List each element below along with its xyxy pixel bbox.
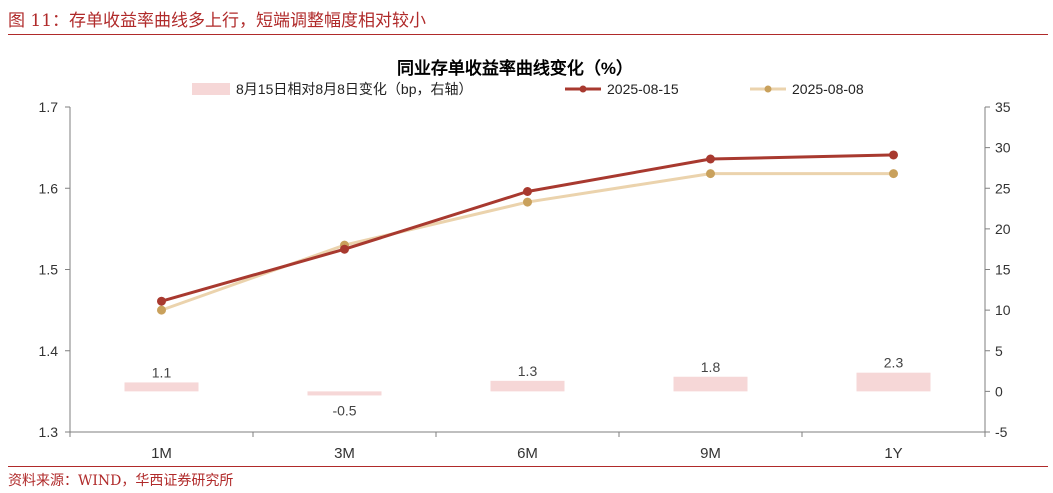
x-tick-label: 6M bbox=[517, 445, 538, 462]
legend-marker-0808 bbox=[764, 85, 772, 93]
bar-labels: 1.1 -0.5 1.3 1.8 2.3 bbox=[152, 355, 904, 419]
figure-source: 资料来源：WIND，华西证券研究所 bbox=[8, 473, 234, 489]
legend-label-0815: 2025-08-15 bbox=[607, 81, 679, 97]
legend-label-bar: 8月15日相对8月8日变化（bp，右轴） bbox=[236, 81, 473, 97]
y-left-tick-label: 1.3 bbox=[39, 424, 59, 440]
bar bbox=[490, 380, 565, 392]
y-right-tick-label: 0 bbox=[995, 383, 1003, 399]
series-point-0808 bbox=[889, 169, 898, 179]
bar-data-label: 1.3 bbox=[518, 363, 538, 379]
series-line-0815 bbox=[161, 153, 894, 303]
series-point-0815 bbox=[889, 150, 898, 160]
chart-container: 同业存单收益率曲线变化（%） 8月15日相对8月8日变化（bp，右轴） 2025… bbox=[0, 36, 1053, 464]
chart-svg: 同业存单收益率曲线变化（%） 8月15日相对8月8日变化（bp，右轴） 2025… bbox=[39, 58, 1011, 462]
bar-series bbox=[124, 372, 931, 396]
bar bbox=[124, 382, 199, 392]
y-left-tick-label: 1.7 bbox=[39, 99, 59, 115]
series-point-0808 bbox=[157, 305, 166, 315]
series-point-0815 bbox=[157, 296, 166, 306]
y-left-tick-label: 1.6 bbox=[39, 180, 59, 196]
y-right-tick-label: 5 bbox=[995, 343, 1003, 359]
y-right-tick-label: 25 bbox=[995, 180, 1011, 196]
bottom-divider bbox=[8, 466, 1048, 467]
bar bbox=[673, 376, 748, 392]
legend-label-0808: 2025-08-08 bbox=[792, 81, 864, 97]
y-right-tick-label: 10 bbox=[995, 302, 1011, 318]
series-point-0808 bbox=[523, 197, 532, 207]
y-right-tick-label: 30 bbox=[995, 140, 1011, 156]
y-left-tick-label: 1.4 bbox=[39, 343, 59, 359]
series-point-0808 bbox=[706, 169, 715, 179]
axes: 1.3 1.4 1.5 1.6 1.7 -5 0 5 10 15 20 25 30 35 1M 3M 6M 9M 1… bbox=[39, 99, 1011, 462]
chart-title: 同业存单收益率曲线变化（%） bbox=[397, 58, 633, 78]
series-point-0815 bbox=[340, 244, 349, 254]
series-point-0815 bbox=[706, 154, 715, 164]
bar bbox=[307, 391, 382, 396]
bar-data-label: -0.5 bbox=[332, 402, 356, 418]
bar-data-label: 1.8 bbox=[701, 359, 721, 375]
y-right-tick-label: -5 bbox=[995, 424, 1008, 440]
line-series bbox=[157, 150, 898, 315]
x-tick-label: 3M bbox=[334, 445, 355, 462]
y-left-tick-label: 1.5 bbox=[39, 262, 59, 278]
y-right-tick-label: 20 bbox=[995, 221, 1011, 237]
figure-header: 图 11：存单收益率曲线多上行，短端调整幅度相对较小 bbox=[8, 4, 1048, 34]
bar-data-label: 1.1 bbox=[152, 364, 172, 380]
y-right-tick-label: 15 bbox=[995, 262, 1011, 278]
series-point-0815 bbox=[523, 187, 532, 196]
legend-swatch-bar bbox=[192, 83, 230, 95]
x-tick-label: 1M bbox=[151, 445, 172, 462]
legend-marker-0815 bbox=[579, 85, 587, 93]
y-right-tick-label: 35 bbox=[995, 99, 1011, 115]
legend: 8月15日相对8月8日变化（bp，右轴） 2025-08-15 2025-08-… bbox=[192, 81, 864, 97]
x-tick-label: 1Y bbox=[884, 445, 902, 462]
figure-title: 图 11：存单收益率曲线多上行，短端调整幅度相对较小 bbox=[8, 11, 427, 31]
x-tick-label: 9M bbox=[700, 445, 721, 462]
top-divider bbox=[8, 34, 1048, 35]
bar-data-label: 2.3 bbox=[884, 355, 904, 371]
bar bbox=[856, 372, 931, 392]
